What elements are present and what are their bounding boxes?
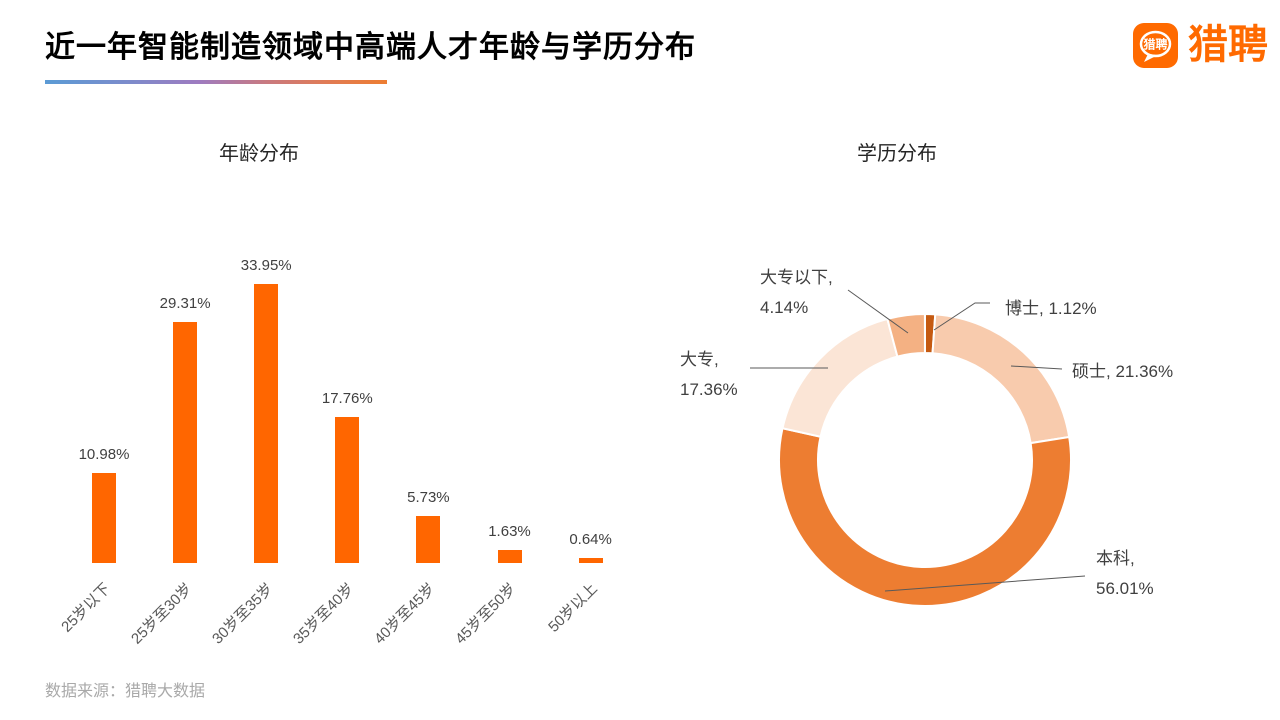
bar-25-under bbox=[92, 473, 116, 563]
logo-icon-text: 猎聘 bbox=[1143, 37, 1167, 52]
bar-value-label: 5.73% bbox=[407, 489, 450, 506]
leader-line-大专以下 bbox=[847, 289, 909, 334]
x-axis-label: 35岁至40岁 bbox=[290, 580, 358, 648]
education-donut-chart bbox=[750, 289, 1086, 607]
donut-label-college: 大专, 17.36% bbox=[680, 345, 738, 405]
donut-label-doctor: 博士, 1.12% bbox=[1005, 294, 1097, 324]
bar-value-label: 1.63% bbox=[488, 523, 531, 540]
x-axis-label: 45岁至50岁 bbox=[452, 580, 520, 648]
bar-30-35 bbox=[254, 284, 279, 563]
bar-value-label: 29.31% bbox=[159, 295, 211, 312]
x-axis-label: 25岁至30岁 bbox=[127, 580, 196, 648]
x-axis-label: 30岁至35岁 bbox=[208, 580, 277, 648]
donut-slice-硕士 bbox=[931, 313, 1071, 445]
liepin-logo: 猎聘 猎聘 bbox=[1133, 23, 1268, 68]
donut-label-master: 硕士, 21.36% bbox=[1072, 357, 1173, 387]
x-axis-label: 25岁以下 bbox=[58, 580, 115, 636]
bar-25-30 bbox=[173, 322, 198, 563]
bar-35-40 bbox=[335, 417, 360, 563]
bar-40-45 bbox=[416, 516, 441, 563]
donut-label-line: 17.36% bbox=[680, 380, 738, 399]
donut-label-below-college: 大专以下, 4.14% bbox=[760, 263, 833, 323]
page-title: 近一年智能制造领域中高端人才年龄与学历分布 bbox=[45, 31, 696, 64]
liepin-logo-icon: 猎聘 bbox=[1133, 23, 1178, 68]
x-axis-label: 40岁至45岁 bbox=[371, 580, 439, 648]
bar-45-50 bbox=[497, 550, 522, 563]
donut-label-line: 大专以下, bbox=[760, 268, 833, 287]
leader-line-本科 bbox=[884, 575, 1086, 592]
donut-slice-大专 bbox=[781, 317, 899, 438]
donut-label-line: 大专, bbox=[680, 350, 719, 369]
bar-value-label: 17.76% bbox=[321, 390, 373, 407]
bar-value-label: 33.95% bbox=[240, 257, 292, 274]
bar-50-over bbox=[578, 558, 603, 563]
donut-label-bachelor: 本科, 56.01% bbox=[1096, 544, 1154, 604]
speech-bubble-tail bbox=[1144, 54, 1158, 62]
donut-label-line: 4.14% bbox=[760, 298, 809, 317]
data-source: 数据来源：猎聘大数据 bbox=[45, 683, 206, 700]
liepin-wordmark: 猎聘 bbox=[1188, 23, 1268, 67]
leader-line-硕士 bbox=[1010, 365, 1063, 370]
donut-label-line: 博士, 1.12% bbox=[1005, 299, 1097, 318]
donut-label-line: 56.01% bbox=[1096, 579, 1154, 598]
leader-line-博士 bbox=[933, 302, 990, 331]
donut-label-line: 本科, bbox=[1096, 549, 1135, 568]
bar-value-label: 10.98% bbox=[78, 446, 130, 463]
x-axis-label: 50岁以上 bbox=[545, 580, 601, 636]
title-underline bbox=[45, 80, 387, 84]
bar-value-label: 0.64% bbox=[569, 531, 612, 548]
age-chart-title: 年龄分布 bbox=[219, 143, 299, 165]
education-chart-title: 学历分布 bbox=[857, 143, 937, 165]
donut-slice-本科 bbox=[778, 427, 1072, 607]
age-bar-chart: 10.98% 25岁以下 29.31% 25岁至30岁 33.95% 30岁至3… bbox=[59, 252, 620, 648]
donut-label-line: 硕士, 21.36% bbox=[1072, 362, 1174, 381]
